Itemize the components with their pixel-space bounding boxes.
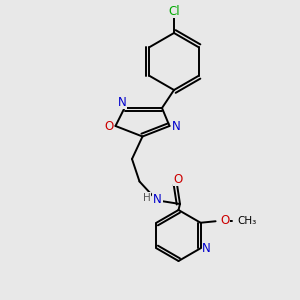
- Text: O: O: [220, 214, 229, 227]
- Text: O: O: [173, 172, 182, 186]
- Text: N: N: [202, 242, 211, 255]
- Text: O: O: [104, 119, 113, 133]
- Text: N: N: [172, 119, 181, 133]
- Text: N: N: [153, 193, 162, 206]
- Text: Cl: Cl: [168, 4, 180, 18]
- Text: CH₃: CH₃: [238, 216, 257, 226]
- Text: H: H: [143, 193, 151, 203]
- Text: N: N: [118, 95, 127, 109]
